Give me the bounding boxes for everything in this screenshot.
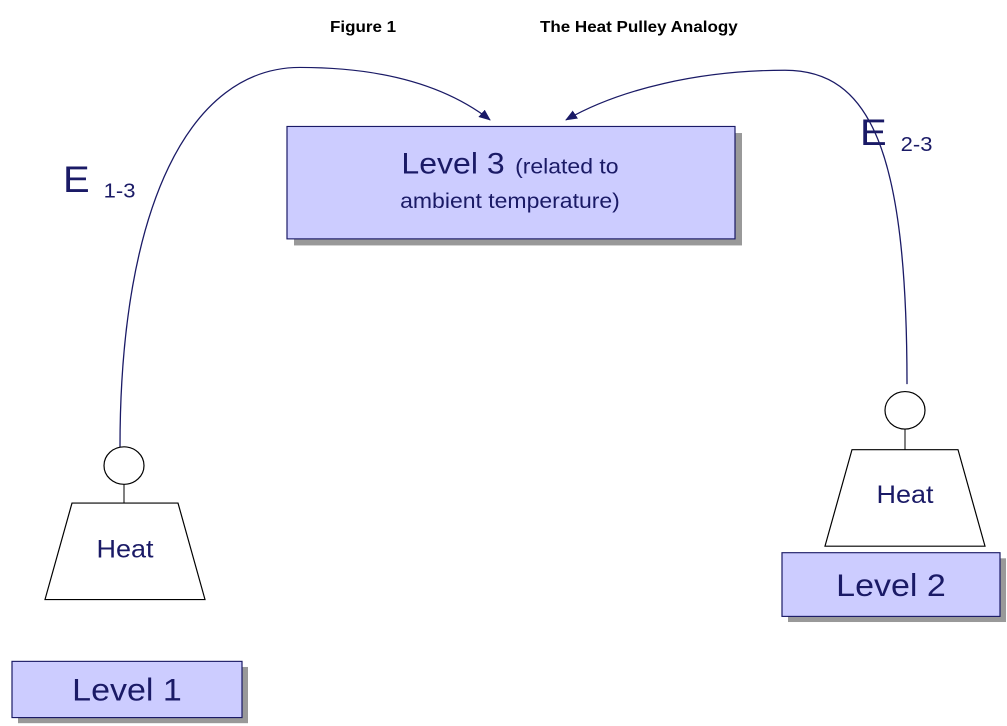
edge-symbol: E (860, 112, 887, 154)
edge-label: E 1-3 (63, 159, 135, 202)
level3-detail: ambient temperature) (400, 189, 620, 213)
figure-title: The Heat Pulley Analogy (540, 18, 739, 35)
level-label: Level 1 (72, 672, 182, 708)
level3-box (286, 125, 736, 240)
weight (44, 502, 206, 601)
weight-label: Heat (96, 534, 154, 563)
edge-subscript: 2-3 (901, 132, 933, 155)
figure-label: Figure 1 (330, 18, 396, 35)
pulley-rope (565, 69, 908, 385)
level3-label: Level 3 (related to (401, 146, 618, 180)
pulley-ring (103, 446, 145, 485)
level3-main: Level 3 (401, 146, 504, 180)
weight (824, 449, 986, 547)
edge-label: E 2-3 (860, 112, 932, 155)
pulley-rope (119, 66, 491, 447)
edge-subscript: 1-3 (104, 179, 136, 202)
pulley-ring (884, 391, 926, 430)
weight-label: Heat (876, 480, 934, 509)
level1-box (11, 660, 243, 719)
level-label: Level 2 (836, 567, 946, 603)
edge-symbol: E (63, 159, 90, 201)
level2-box (781, 552, 1001, 617)
level3-detail: (related to (515, 154, 618, 178)
